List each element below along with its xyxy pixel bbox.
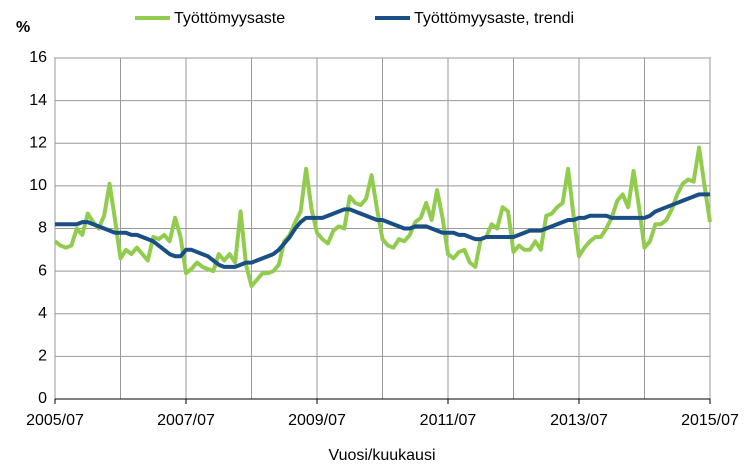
x-tick-label: 2009/07 — [288, 412, 346, 429]
y-tick-label: 6 — [38, 262, 47, 279]
x-tick-label: 2007/07 — [157, 412, 215, 429]
y-tick-label: 14 — [29, 92, 47, 109]
y-tick-label: 4 — [38, 305, 47, 322]
y-tick-label: 0 — [38, 390, 47, 407]
y-axis-label: % — [16, 19, 30, 36]
y-tick-label: 8 — [38, 220, 47, 237]
data-line — [53, 145, 712, 289]
x-axis-label: Vuosi/kuukausi — [328, 447, 435, 464]
x-tick-label: 2013/07 — [550, 412, 608, 429]
data-line — [55, 192, 710, 269]
y-tick-label: 16 — [29, 49, 47, 66]
y-tick-label: 12 — [29, 134, 47, 151]
y-tick-label: 2 — [38, 348, 47, 365]
legend-label: Työttömyysaste, trendi — [414, 10, 574, 27]
x-tick-label: 2011/07 — [420, 412, 477, 429]
y-tick-label: 10 — [29, 177, 47, 194]
x-tick-label: 2005/07 — [26, 412, 84, 429]
legend-label: Työttömyysaste — [174, 10, 285, 27]
x-tick-label: 2015/07 — [681, 412, 739, 429]
